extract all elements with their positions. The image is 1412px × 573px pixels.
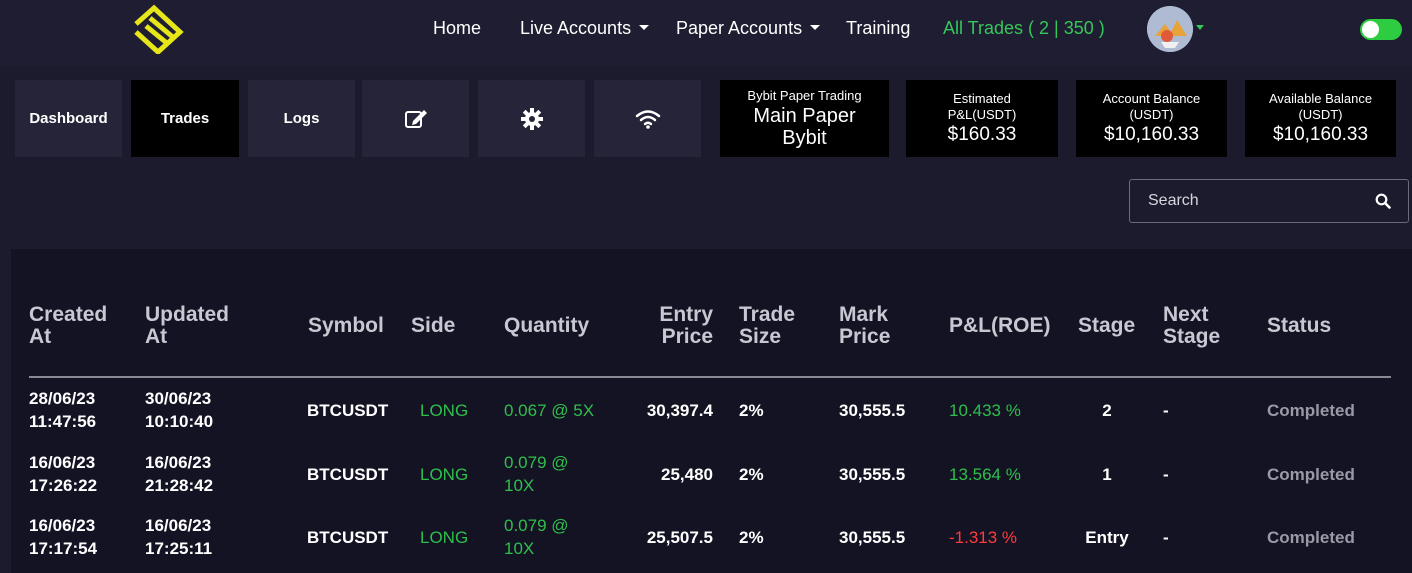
col-header-created[interactable]: Created At xyxy=(29,303,108,348)
caret-down-icon xyxy=(810,24,821,30)
next-stage: - xyxy=(1163,528,1169,547)
entry-price: 25,507.5 xyxy=(646,528,713,547)
trade-size: 2% xyxy=(739,401,764,420)
next-stage: - xyxy=(1163,401,1169,420)
account-type-label: Bybit Paper Trading xyxy=(747,88,862,103)
tab-edit[interactable] xyxy=(362,80,469,157)
nav-paper-accounts[interactable]: Paper Accounts xyxy=(676,18,821,39)
avatar-icon[interactable] xyxy=(1147,6,1193,52)
created-date: 16/06/23 xyxy=(29,516,96,535)
tab-settings[interactable] xyxy=(478,80,585,157)
trades-table: Created At Updated At Symbol Side Quanti… xyxy=(11,249,1412,573)
account-info-box: Bybit Paper Trading Main Paper Bybit xyxy=(720,80,889,157)
nav-live-accounts-label: Live Accounts xyxy=(520,18,632,38)
col-header-quantity[interactable]: Quantity xyxy=(504,314,590,337)
col-header-symbol[interactable]: Symbol xyxy=(308,314,384,337)
available-info-box: Available Balance (USDT) $10,160.33 xyxy=(1245,80,1396,157)
col-header-status[interactable]: Status xyxy=(1267,314,1332,337)
created-time: 11:47:56 xyxy=(29,412,97,431)
edit-icon xyxy=(404,109,427,128)
header-divider xyxy=(29,376,1391,378)
mark-price: 30,555.5 xyxy=(839,528,906,547)
stage: Entry xyxy=(1085,528,1129,547)
symbol: BTCUSDT xyxy=(307,465,389,484)
avatar-caret-icon[interactable] xyxy=(1196,25,1204,30)
col-header-mark-price[interactable]: Mark Price xyxy=(839,303,891,348)
created-time: 17:17:54 xyxy=(29,539,98,558)
side: LONG xyxy=(420,465,469,484)
top-navbar: Home Live Accounts Paper Accounts Traini… xyxy=(0,0,1412,66)
stage: 1 xyxy=(1102,465,1112,484)
created-time: 17:26:22 xyxy=(29,476,98,495)
created-date: 16/06/23 xyxy=(29,453,96,472)
quantity-leverage: 10X xyxy=(504,476,535,495)
wifi-icon xyxy=(635,109,660,129)
symbol: BTCUSDT xyxy=(307,401,389,420)
quantity: 0.079 @ xyxy=(504,516,569,535)
side: LONG xyxy=(420,401,469,420)
col-header-stage[interactable]: Stage xyxy=(1078,314,1136,337)
account-name: Main Paper Bybit xyxy=(753,105,856,149)
pnl-roe: 13.564 % xyxy=(949,465,1021,484)
updated-date: 16/06/23 xyxy=(145,453,212,472)
balance-label: Account Balance (USDT) xyxy=(1102,91,1201,122)
logo-icon[interactable] xyxy=(130,4,186,54)
status: Completed xyxy=(1267,465,1355,484)
entry-price: 25,480 xyxy=(661,465,713,484)
col-header-next-stage[interactable]: Next Stage xyxy=(1163,303,1221,348)
status: Completed xyxy=(1267,528,1355,547)
nav-paper-accounts-label: Paper Accounts xyxy=(676,18,803,38)
theme-toggle[interactable] xyxy=(1360,19,1402,40)
tab-connection[interactable] xyxy=(594,80,701,157)
pnl-roe: 10.433 % xyxy=(949,401,1021,420)
updated-time: 21:28:42 xyxy=(145,476,214,495)
pnl-roe: -1.313 % xyxy=(949,528,1018,547)
updated-time: 10:10:40 xyxy=(145,412,214,431)
updated-time: 17:25:11 xyxy=(145,539,213,558)
tab-logs[interactable]: Logs xyxy=(248,80,355,157)
nav-home[interactable]: Home xyxy=(433,18,482,38)
quantity: 0.079 @ xyxy=(504,453,569,472)
balance-info-box: Account Balance (USDT) $10,160.33 xyxy=(1076,80,1227,157)
search-button[interactable] xyxy=(1358,180,1408,222)
trade-size: 2% xyxy=(739,528,764,547)
updated-date: 30/06/23 xyxy=(145,389,212,408)
pnl-value: $160.33 xyxy=(947,124,1017,145)
next-stage: - xyxy=(1163,465,1169,484)
col-header-trade-size[interactable]: Trade Size xyxy=(739,303,796,348)
search-icon xyxy=(1375,193,1391,209)
quantity: 0.067 @ 5X xyxy=(504,401,595,420)
mark-price: 30,555.5 xyxy=(839,401,906,420)
quantity-leverage: 10X xyxy=(504,539,535,558)
search-box xyxy=(1129,179,1409,223)
col-header-side[interactable]: Side xyxy=(411,314,456,337)
toggle-knob xyxy=(1362,21,1379,38)
search-input[interactable] xyxy=(1130,180,1360,222)
gear-icon xyxy=(520,107,543,130)
updated-date: 16/06/23 xyxy=(145,516,212,535)
avatar-image xyxy=(1147,6,1193,52)
balance-value: $10,160.33 xyxy=(1103,124,1200,145)
tab-dashboard[interactable]: Dashboard xyxy=(15,80,122,157)
nav-all-trades[interactable]: All Trades ( 2 | 350 ) xyxy=(943,18,1105,38)
available-label: Available Balance (USDT) xyxy=(1268,91,1373,122)
caret-down-icon xyxy=(639,24,650,30)
symbol: BTCUSDT xyxy=(307,528,389,547)
tab-trades[interactable]: Trades xyxy=(131,80,239,157)
created-date: 28/06/23 xyxy=(29,389,96,408)
status: Completed xyxy=(1267,401,1355,420)
available-value: $10,160.33 xyxy=(1272,124,1369,145)
col-header-entry-price[interactable]: Entry Price xyxy=(659,303,713,348)
nav-training[interactable]: Training xyxy=(846,18,911,38)
pnl-info-box: Estimated P&L(USDT) $160.33 xyxy=(906,80,1058,157)
col-header-pnl[interactable]: P&L(ROE) xyxy=(949,314,1051,337)
stage: 2 xyxy=(1102,401,1112,420)
mark-price: 30,555.5 xyxy=(839,465,906,484)
entry-price: 30,397.4 xyxy=(646,401,713,420)
nav-live-accounts[interactable]: Live Accounts xyxy=(520,18,650,39)
trade-size: 2% xyxy=(739,465,764,484)
pnl-label: Estimated P&L(USDT) xyxy=(947,91,1017,122)
col-header-updated[interactable]: Updated At xyxy=(145,303,229,348)
side: LONG xyxy=(420,528,469,547)
